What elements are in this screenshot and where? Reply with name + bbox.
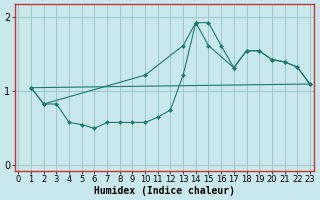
- X-axis label: Humidex (Indice chaleur): Humidex (Indice chaleur): [94, 186, 235, 196]
